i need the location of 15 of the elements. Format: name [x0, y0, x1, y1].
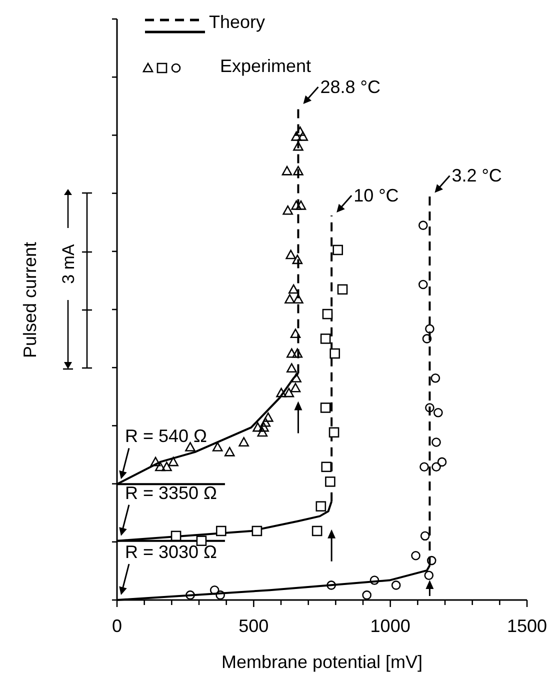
annotation: R = 3350 Ω [125, 482, 218, 503]
x-tick-label: 500 [238, 616, 269, 636]
x-tick-label: 1000 [370, 616, 410, 636]
x-tick-label: 1500 [506, 616, 548, 636]
y-axis-title: Pulsed current [20, 242, 40, 358]
legend-label: Experiment [220, 56, 312, 76]
annotation: R = 3030 Ω [125, 542, 218, 562]
scale-bar: 3 mA [59, 189, 92, 370]
x-axis-title: Membrane potential [mV] [221, 652, 423, 672]
annotation: 3.2 °C [452, 166, 502, 186]
annotation: 10 °C [354, 185, 399, 206]
legend-label: Theory [209, 12, 266, 32]
annotation: R = 540 Ω [125, 426, 208, 446]
x-tick-label: 0 [112, 616, 122, 636]
annotation: 28.8 °C [320, 77, 380, 97]
